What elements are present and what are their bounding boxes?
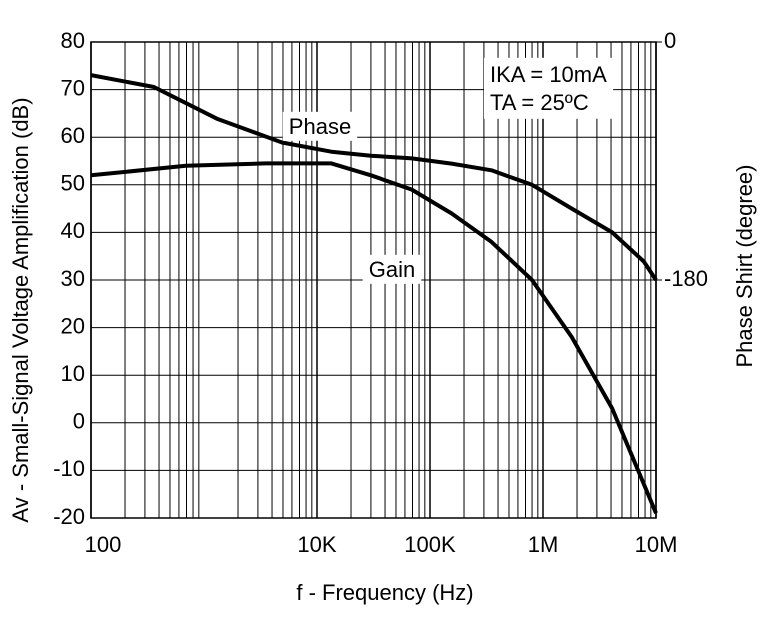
series-line: [90, 73, 658, 282]
x-tick-label: 10K: [297, 532, 336, 557]
y-tick-label: -10: [53, 456, 85, 481]
y-axis-label: Av - Small-Signal Voltage Amplification …: [8, 97, 33, 522]
y-tick-label: 30: [61, 266, 85, 291]
x-tick-label: 1M: [528, 532, 559, 557]
series-label: Phase: [289, 114, 351, 139]
annotation: TA = 25ºC: [490, 90, 589, 115]
x-tick-label: 100K: [404, 532, 456, 557]
y-tick-label: 40: [61, 218, 85, 243]
y-tick-label: 10: [61, 361, 85, 386]
x-tick-label: 10M: [635, 532, 678, 557]
series-line: [90, 161, 658, 514]
annotation: IKA = 10mA: [490, 62, 607, 87]
label-background: [362, 254, 422, 284]
y-tick-label: 80: [61, 28, 85, 53]
annotation-background: [484, 57, 614, 119]
y-tick-label: -20: [53, 504, 85, 529]
y-tick-label: 70: [61, 75, 85, 100]
y2-tick-label: -180: [664, 266, 708, 291]
y-tick-label: 0: [73, 409, 85, 434]
y2-axis-label: Phase Shirt (degree): [732, 165, 757, 368]
y2-tick-label: 0: [664, 28, 676, 53]
x-axis-label: f - Frequency (Hz): [296, 580, 473, 605]
label-background: [282, 111, 358, 141]
x-tick-label: 100: [85, 532, 122, 557]
y-tick-label: 60: [61, 123, 85, 148]
series-label: Gain: [369, 257, 415, 282]
y-tick-label: 50: [61, 171, 85, 196]
y-tick-label: 20: [61, 313, 85, 338]
